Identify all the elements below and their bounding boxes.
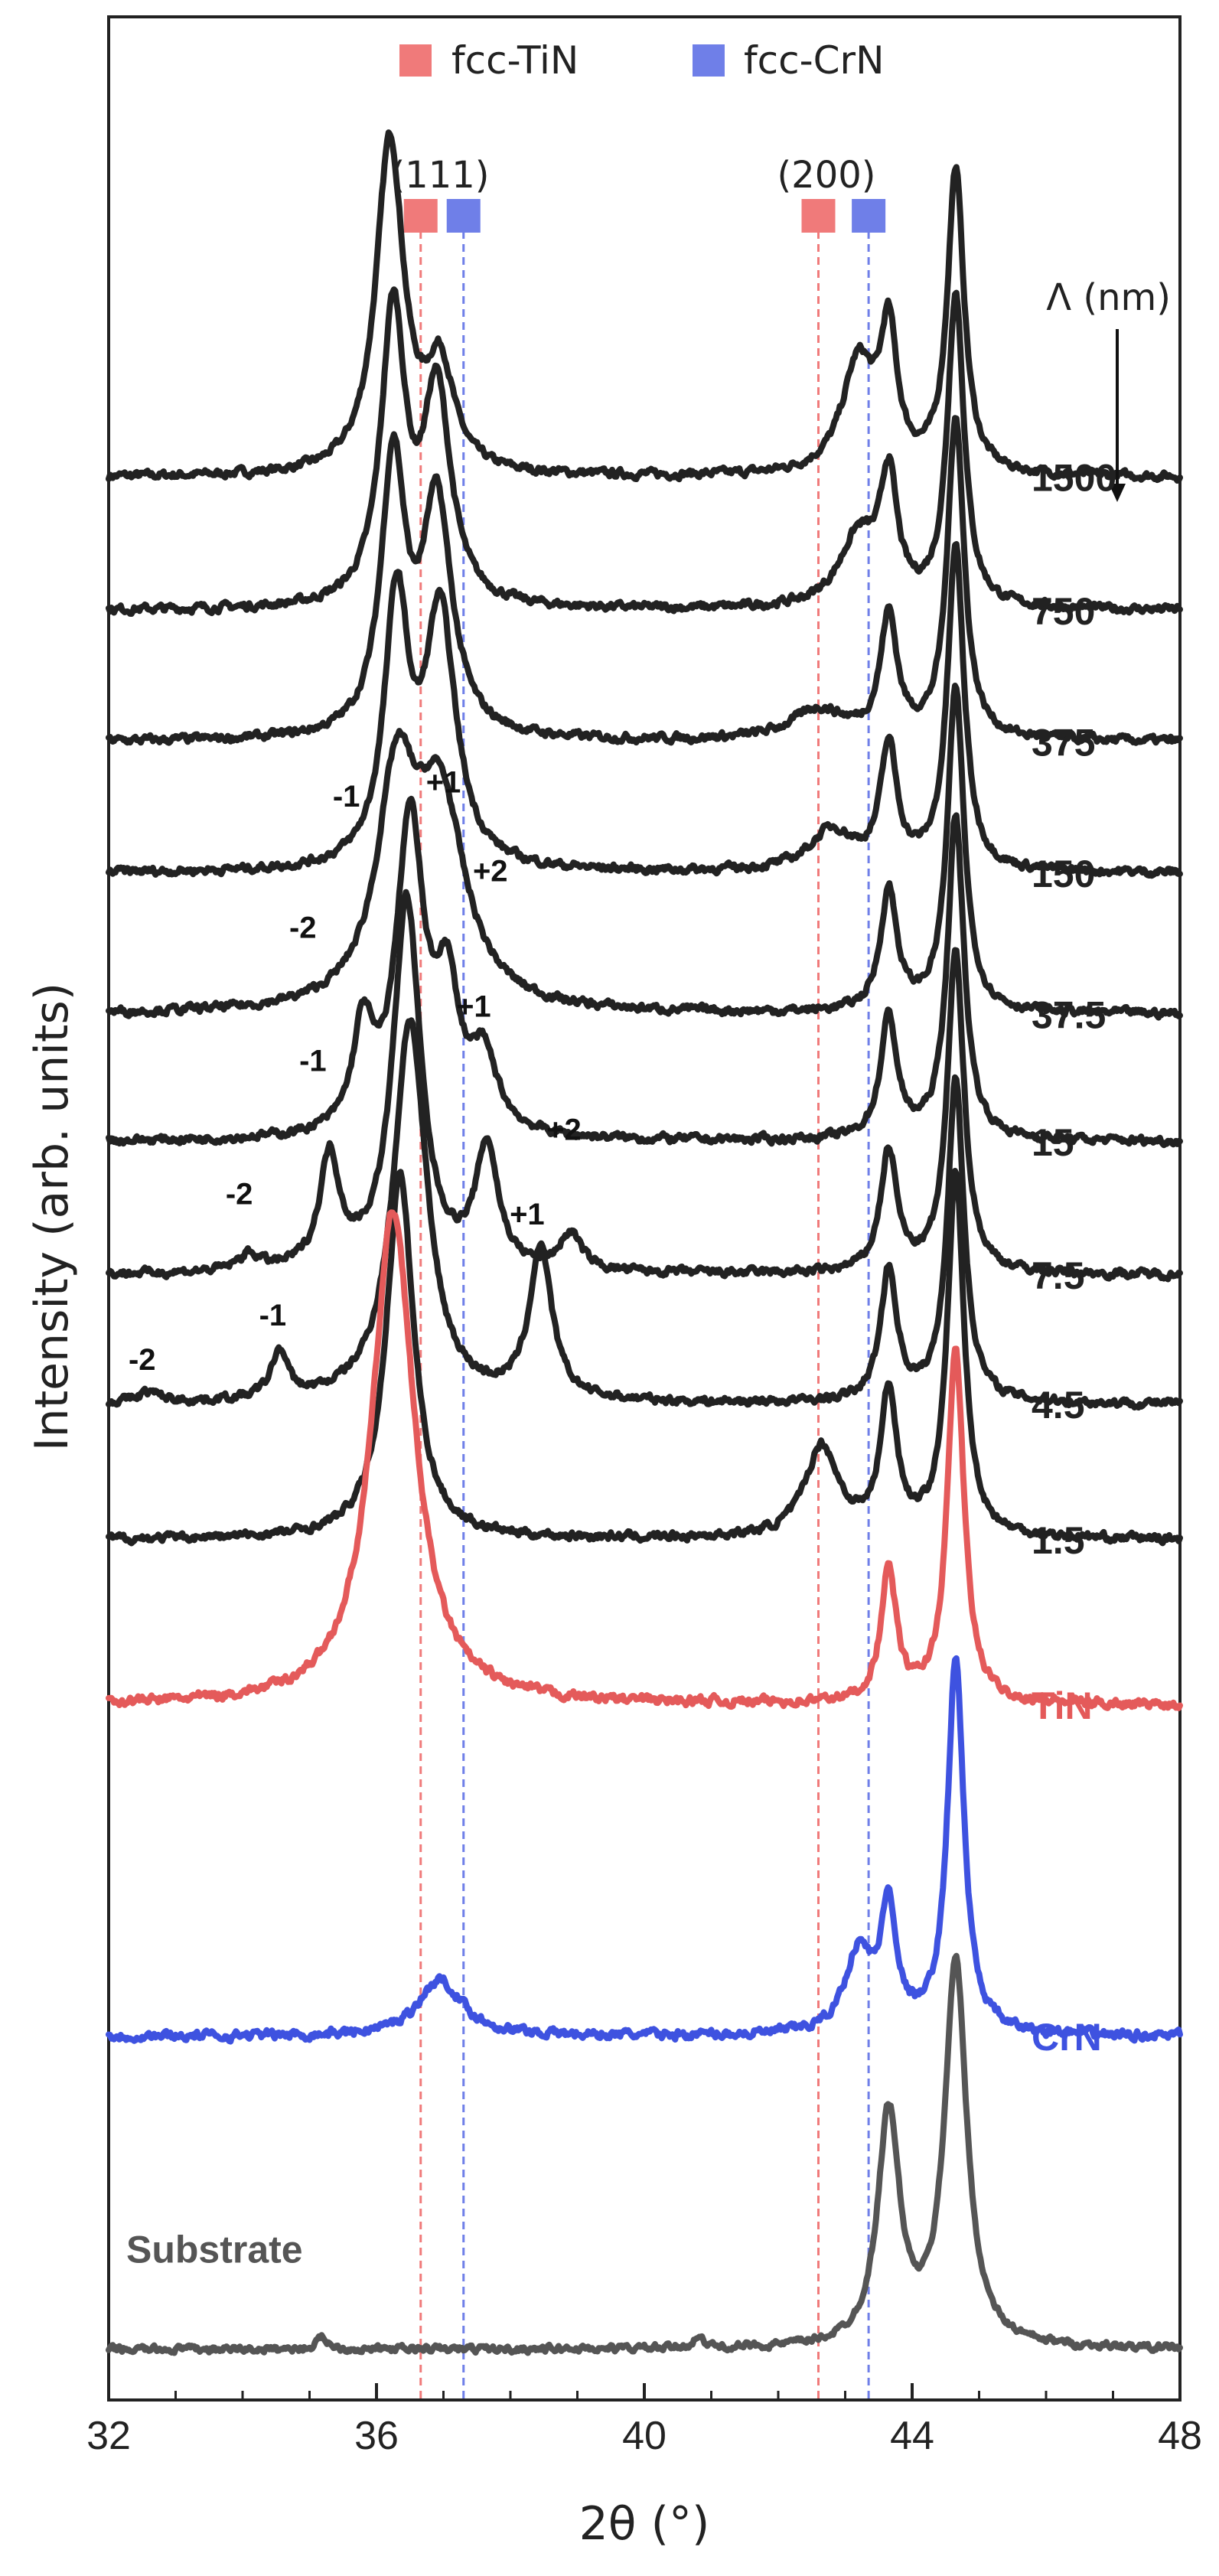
period-axis-label: Λ (nm) [1046,276,1171,319]
legend-label-tin: fcc-TiN [451,38,579,83]
series-label-1500: 1500 [1032,457,1116,500]
legend-label-crn: fcc-CrN [744,38,885,83]
series-label-375: 375 [1032,721,1095,764]
reference-marker-crn-0 [446,199,481,233]
x-tick-label: 36 [354,2414,399,2458]
reference-lines [403,199,886,2400]
series-line-CrN [106,1655,1183,2045]
order-annotation: +1 [426,765,461,799]
order-annotation: +2 [546,1113,582,1146]
series-line-1500 [106,129,1183,484]
series-label-1.5: 1.5 [1032,1519,1085,1562]
x-axis-title: 2θ (°) [579,2497,710,2551]
reference-label-111: (111) [390,154,489,197]
reference-label-200: (200) [777,154,875,197]
order-annotations: +1 -1 +2 -2 +1 -1 +2 -2 +1 -1 -2 [129,765,582,1377]
series-line-37.5 [106,683,1183,1021]
series-line-7.5 [106,889,1183,1283]
series-label-7.5: 7.5 [1032,1254,1085,1297]
reference-marker-tin-1 [801,199,836,233]
order-annotation: +2 [473,854,508,888]
reference-marker-tin-0 [403,199,438,233]
series-line-150 [106,541,1183,879]
plot-frame [107,15,1182,2402]
x-tick-label: 44 [890,2414,934,2458]
legend: fcc-TiN fcc-CrN [399,38,885,83]
order-annotation: +1 [456,990,491,1023]
series-line-375 [106,415,1183,746]
series-label-Substrate: Substrate [126,2229,303,2271]
x-tick-label: 40 [622,2414,667,2458]
series-line-4.5 [106,1017,1183,1411]
order-annotation: -2 [129,1343,156,1377]
x-tick-label: 48 [1158,2414,1202,2458]
legend-swatch-tin [399,44,432,77]
series-traces [106,129,1183,2356]
series-label-750: 750 [1032,590,1095,633]
series-labels: 1500 750 375 150 37.5 15 7.5 4.5 1.5 TiN CrN Substr… [126,457,1116,2271]
series-label-150: 150 [1032,853,1095,895]
series-line-15 [106,795,1183,1149]
x-tick-label: 32 [86,2414,131,2458]
order-annotation: -2 [226,1178,253,1211]
series-line-TiN [106,1209,1183,1711]
series-label-4.5: 4.5 [1032,1384,1085,1427]
order-annotation: +1 [510,1198,545,1231]
series-line-Substrate [106,1952,1183,2356]
order-annotation: -1 [299,1045,327,1078]
y-axis-title: Intensity (arb. units) [25,983,79,1451]
series-line-1.5 [106,1168,1183,1547]
series-label-CrN: CrN [1032,2016,1102,2059]
series-label-15: 15 [1032,1121,1074,1164]
series-label-TiN: TiN [1032,1684,1093,1727]
order-annotation: -1 [259,1299,287,1332]
period-arrow-head [1109,484,1126,502]
reference-marker-crn-1 [852,199,886,233]
order-annotation: -1 [333,780,360,814]
series-line-750 [106,286,1183,617]
series-label-37.5: 37.5 [1032,994,1106,1037]
x-axis: 32 36 40 44 48 [86,2383,1202,2458]
order-annotation: -2 [289,911,317,944]
legend-swatch-crn [693,44,725,77]
